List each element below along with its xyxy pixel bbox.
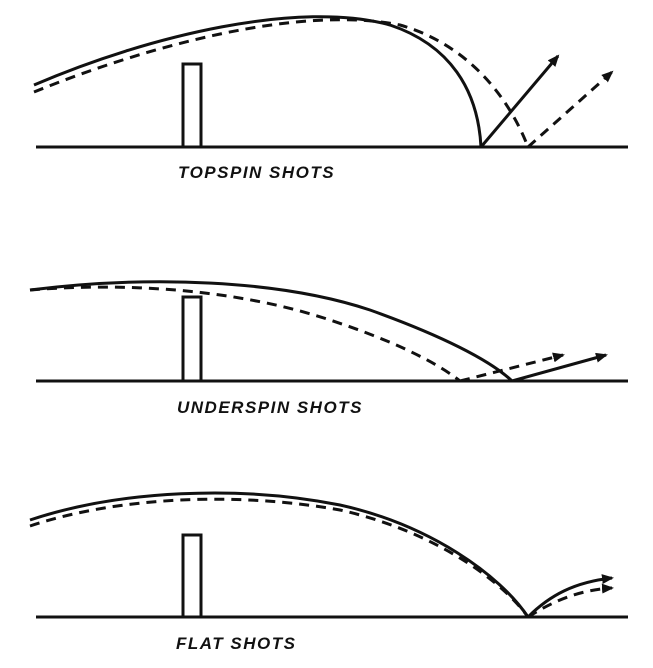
flat-solid-trajectory: [29, 491, 530, 618]
flat-net-post: [181, 533, 203, 619]
underspin-dashed-trajectory: [29, 285, 461, 383]
flat-solid-bounce-arrow: [526, 574, 614, 619]
topspin-solid-trajectory: [33, 15, 483, 148]
topspin-solid-bounce-arrow: [479, 54, 560, 148]
underspin-solid-bounce-arrow: [511, 352, 608, 383]
topspin-panel: [33, 15, 628, 149]
underspin-label: UNDERSPIN SHOTS: [177, 398, 363, 417]
underspin-solid-trajectory: [29, 280, 514, 383]
flat-dashed-trajectory: [29, 497, 530, 618]
underspin-dashed-bounce-arrow: [459, 352, 565, 383]
topspin-dashed-trajectory: [33, 18, 530, 148]
underspin-net-post: [181, 295, 203, 383]
flat-dashed-bounce-arrow: [527, 583, 614, 619]
underspin-panel: [29, 280, 628, 383]
flat-panel: [29, 491, 628, 619]
topspin-label: TOPSPIN SHOTS: [178, 163, 336, 182]
flat-label: FLAT SHOTS: [176, 634, 297, 653]
topspin-net-post: [181, 62, 203, 149]
topspin-dashed-bounce-arrow: [527, 70, 614, 149]
